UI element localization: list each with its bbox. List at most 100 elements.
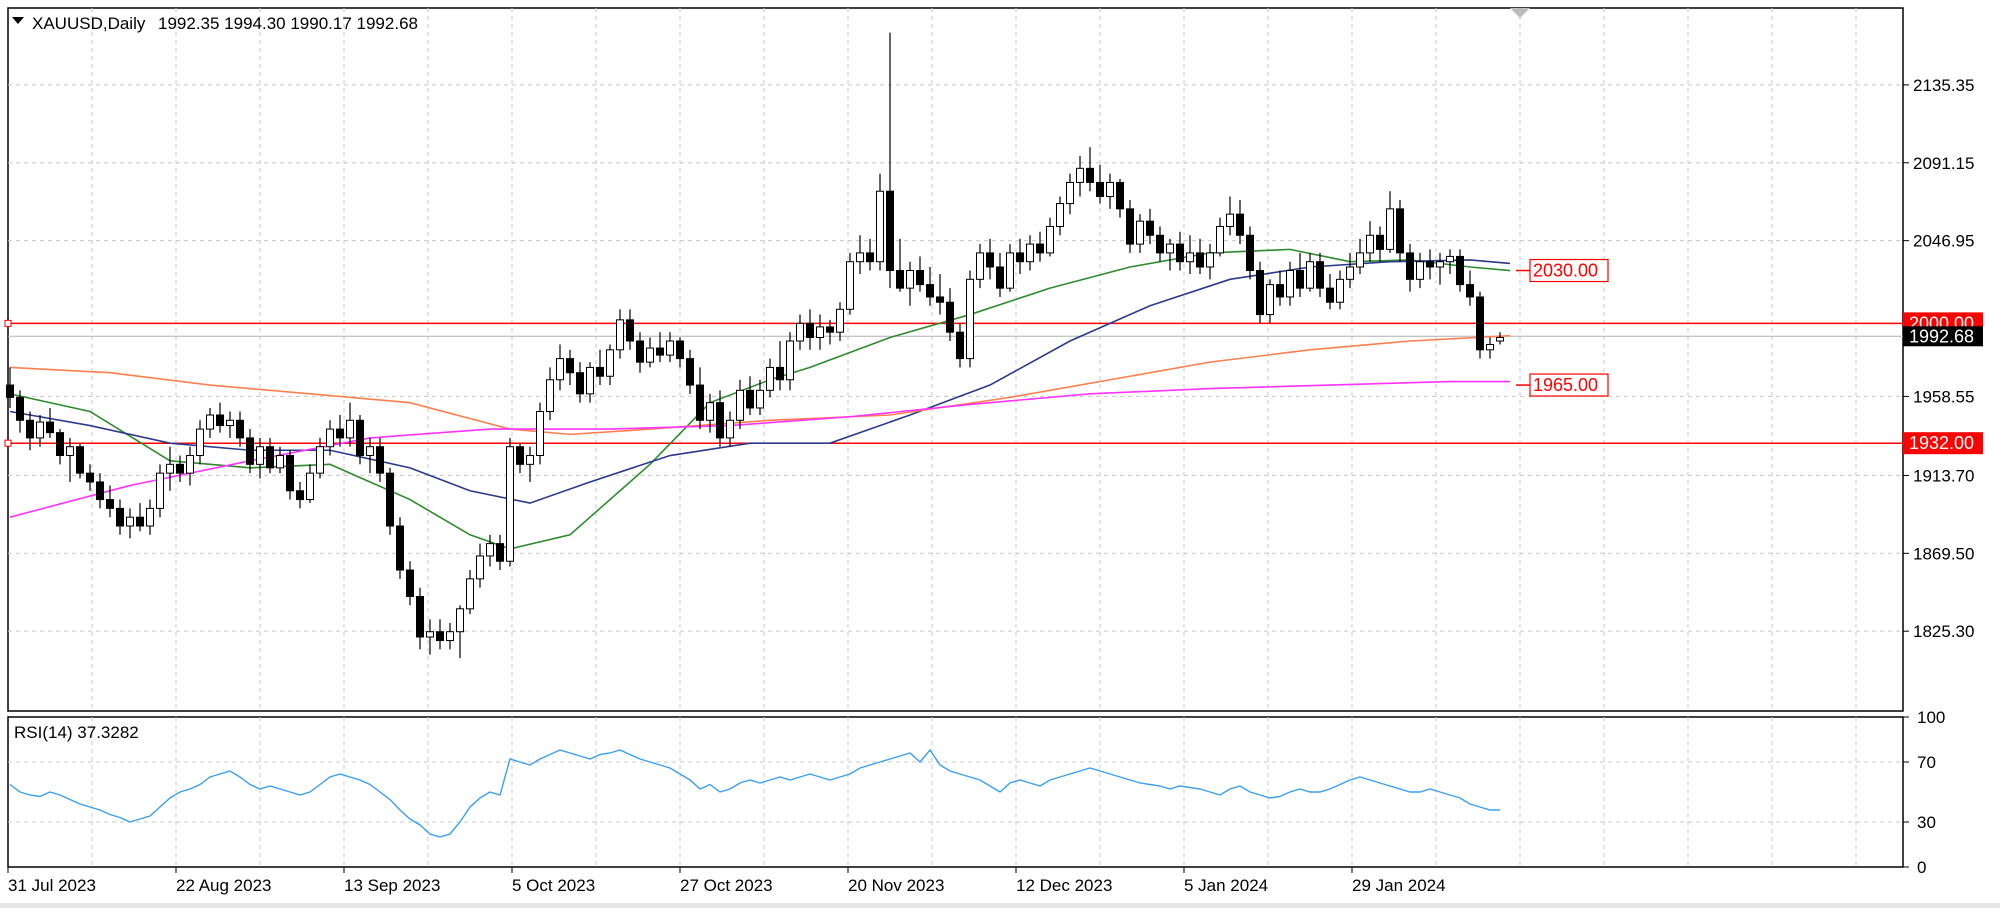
bull-candle-body xyxy=(1106,181,1114,198)
bull-candle-body xyxy=(1336,278,1344,303)
bull-candle-body xyxy=(726,419,734,439)
bear-candle-body xyxy=(1176,243,1184,263)
time-tick-label: 20 Nov 2023 xyxy=(848,876,944,895)
candle xyxy=(1106,173,1114,209)
candle xyxy=(876,173,884,271)
bear-candle-body xyxy=(1406,252,1414,280)
price-axis: 2135.35 2091.15 2046.95 1958.55 1913.70 1869.… xyxy=(1903,76,1974,641)
bear-candle-body xyxy=(1396,208,1404,254)
bear-candle-body xyxy=(86,472,94,483)
bull-candle-body xyxy=(976,252,984,280)
candle xyxy=(86,464,94,491)
bull-candle-body xyxy=(606,349,614,377)
bull-candle-body xyxy=(1486,344,1494,351)
bull-candle-body xyxy=(1346,266,1354,280)
candle xyxy=(1326,274,1334,310)
bear-candle-body xyxy=(96,481,104,501)
bear-candle-body xyxy=(936,296,944,303)
bear-candle-body xyxy=(596,366,604,377)
bear-candle-body xyxy=(26,419,34,439)
grid-lines xyxy=(8,8,1903,867)
bull-candle-body xyxy=(856,252,864,263)
bear-candle-body xyxy=(1196,252,1204,268)
bottom-scroll-strip[interactable] xyxy=(0,903,2000,908)
bull-candle-body xyxy=(1286,270,1294,298)
bear-candle-body xyxy=(16,396,24,421)
candle xyxy=(176,455,184,482)
candle xyxy=(856,235,864,275)
candle xyxy=(706,393,714,433)
bear-candle-body xyxy=(396,525,404,571)
level-text-box[interactable] xyxy=(1529,373,1609,397)
candle xyxy=(1296,252,1304,297)
dropdown-triangle-icon[interactable] xyxy=(12,17,24,24)
candle xyxy=(56,429,64,465)
bear-candle-body xyxy=(136,516,144,527)
candle xyxy=(1076,156,1084,197)
candle xyxy=(1486,337,1494,359)
candle xyxy=(696,367,704,430)
bear-candle-body xyxy=(236,419,244,439)
price-tick-label: 1869.50 xyxy=(1913,544,1974,563)
candle xyxy=(1246,226,1254,280)
candle xyxy=(516,443,524,474)
candle xyxy=(726,411,734,447)
candle xyxy=(1056,196,1064,236)
bear-candle-body xyxy=(1116,181,1124,210)
shift-marker-icon[interactable] xyxy=(1510,8,1530,18)
bear-candle-body xyxy=(216,414,224,427)
bear-candle-body xyxy=(266,446,274,469)
candle xyxy=(186,446,194,486)
level-anchor-handle[interactable] xyxy=(4,439,12,447)
candle xyxy=(1166,238,1174,271)
candle xyxy=(796,314,804,350)
candle xyxy=(576,362,584,403)
bull-candle-body xyxy=(766,366,774,391)
bear-candle-body xyxy=(436,631,444,642)
candle xyxy=(286,450,294,500)
price-tick-label: 2046.95 xyxy=(1913,232,1974,251)
time-axis: 31 Jul 2023 22 Aug 2023 13 Sep 2023 5 Oct 2… xyxy=(7,867,1446,895)
candle xyxy=(66,437,74,482)
bull-candle-body xyxy=(476,555,484,580)
bear-candle-body xyxy=(46,421,54,434)
bear-candle-body xyxy=(636,340,644,363)
bull-candle-body xyxy=(836,308,844,333)
candle xyxy=(96,473,104,509)
bear-candle-body xyxy=(386,472,394,527)
bear-candle-body xyxy=(286,455,294,492)
candle xyxy=(806,309,814,350)
bull-candle-body xyxy=(186,455,194,474)
level-anchor-handle[interactable] xyxy=(4,319,12,327)
rsi-panel xyxy=(7,716,1904,868)
candle xyxy=(486,534,494,567)
candle xyxy=(156,464,164,518)
candle xyxy=(396,517,404,579)
candle xyxy=(1456,249,1464,292)
candle xyxy=(1046,217,1054,257)
bull-candle-body xyxy=(1386,208,1394,250)
rsi-axis: 100 70 30 0 xyxy=(1903,708,1945,877)
candle xyxy=(736,379,744,430)
bull-candle-body xyxy=(906,270,914,289)
bear-candle-body xyxy=(1466,284,1474,298)
candle xyxy=(1376,226,1384,262)
bear-candle-body xyxy=(1426,261,1434,268)
bear-candle-body xyxy=(886,190,894,272)
bull-candle-body xyxy=(876,190,884,263)
candle xyxy=(1266,279,1274,324)
rsi-tick-label: 70 xyxy=(1917,753,1936,772)
candle xyxy=(1466,270,1474,306)
candle xyxy=(256,437,264,479)
price-tick-label: 1913.70 xyxy=(1913,466,1974,485)
candle xyxy=(1346,252,1354,289)
candle xyxy=(376,437,384,482)
bear-candle-body xyxy=(1016,252,1024,263)
candle xyxy=(996,252,1004,297)
candle xyxy=(276,446,284,474)
candle xyxy=(1156,226,1164,262)
bear-candle-body xyxy=(1326,287,1334,303)
level-text-box[interactable] xyxy=(1529,258,1609,283)
